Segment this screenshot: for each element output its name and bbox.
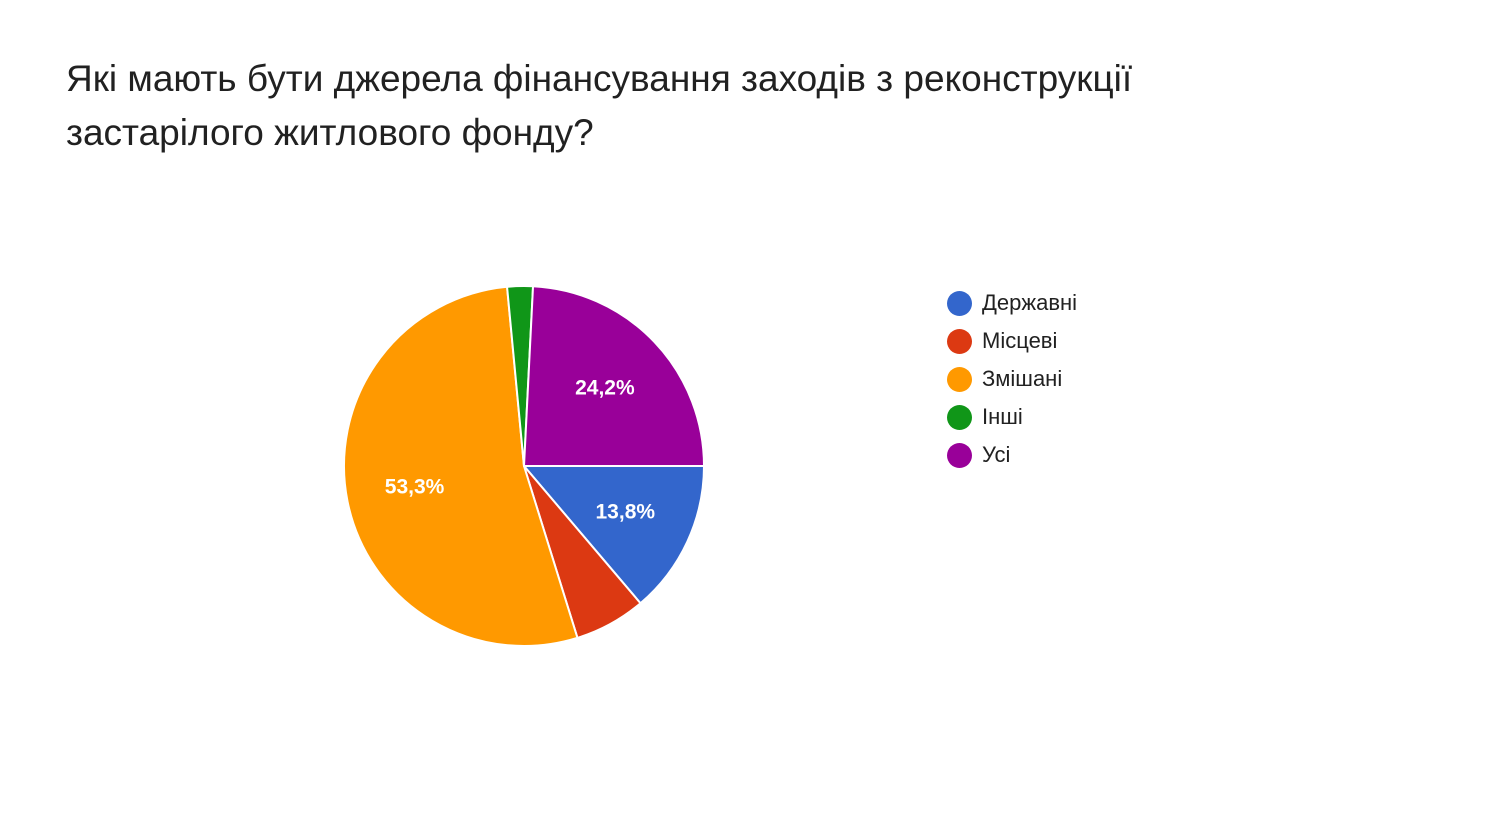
legend-label: Інші — [982, 404, 1023, 429]
legend-label: Місцеві — [982, 328, 1058, 353]
legend-swatch — [947, 328, 972, 354]
legend-item-usi[interactable]: Усі — [947, 436, 1077, 474]
legend-label: Змішані — [982, 366, 1063, 391]
legend-swatch — [947, 290, 972, 316]
pie-slice-derzhavni[interactable] — [523, 465, 705, 605]
chart-title: Які мають бути джерела фінансування захо… — [66, 52, 1366, 160]
legend-item-derzhavni[interactable]: Державні — [947, 284, 1077, 322]
legend-label: Державні — [982, 290, 1078, 315]
chart-title-line-2: застарілого житлового фонду? — [66, 112, 594, 153]
pie-slice-zmishani[interactable] — [343, 285, 579, 647]
legend-item-zmishani[interactable]: Змішані — [947, 360, 1077, 398]
legend-item-mistsevi[interactable]: Місцеві — [947, 322, 1077, 360]
legend-item-inshi[interactable]: Інші — [947, 398, 1077, 436]
chart-title-line-1: Які мають бути джерела фінансування захо… — [66, 58, 1133, 99]
chart-legend: Державні Місцеві Змішані Інші Усі — [947, 284, 1077, 474]
pie-slice-label-usi: 24,2% — [575, 377, 635, 400]
legend-swatch — [947, 442, 972, 468]
legend-swatch — [947, 366, 972, 392]
pie-slice-usi[interactable] — [523, 285, 705, 467]
legend-label: Усі — [982, 442, 1011, 467]
pie-slice-label-zmishani: 53,3% — [385, 475, 445, 498]
legend-swatch — [947, 404, 972, 430]
pie-slice-label-derzhavni: 13,8% — [596, 500, 656, 523]
